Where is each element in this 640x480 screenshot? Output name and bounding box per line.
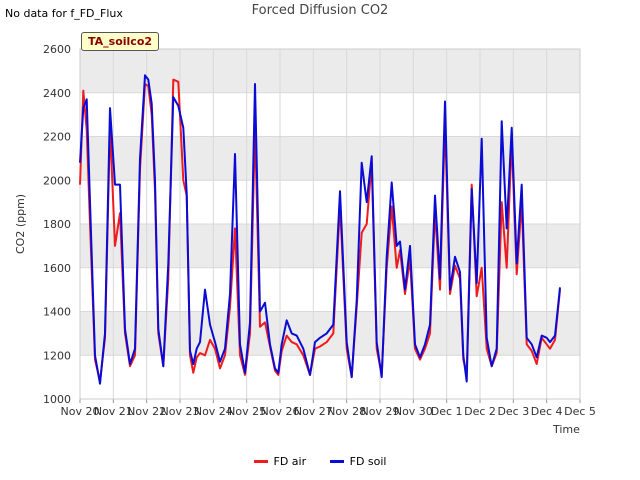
y-tick-label: 1800: [43, 218, 71, 231]
y-tick-label: 1000: [43, 393, 71, 406]
x-tick-label: Dec 1: [431, 405, 463, 418]
y-tick-label: 2400: [43, 87, 71, 100]
x-tick-label: Nov 28: [327, 405, 366, 418]
x-tick-label: Dec 5: [564, 405, 596, 418]
x-tick-label: Nov 30: [394, 405, 433, 418]
x-tick-label: Dec 2: [464, 405, 496, 418]
site-badge: TA_soilco2: [81, 32, 160, 51]
legend-swatch-fd-soil: [329, 460, 344, 463]
x-axis-label: Time: [553, 423, 580, 436]
band: [80, 311, 580, 356]
x-tick-label: Nov 22: [127, 405, 166, 418]
legend-item-fd-air: FD air: [253, 455, 307, 468]
band: [80, 49, 580, 93]
x-tick-label: Nov 23: [161, 405, 200, 418]
y-axis-label: CO2 (ppm): [14, 193, 27, 254]
legend-label-fd-soil: FD soil: [349, 455, 387, 468]
x-tick-label: Nov 21: [94, 405, 133, 418]
series-line-fd-soil: [79, 74, 561, 385]
y-tick-label: 2200: [43, 131, 71, 144]
legend: FD air FD soil: [0, 453, 640, 468]
band: [80, 224, 580, 268]
y-tick-labels: 1000 1200 1400 1600 1800 2000 2200 2400 2600: [43, 43, 71, 406]
x-tick-label: Nov 26: [261, 405, 300, 418]
legend-label-fd-air: FD air: [273, 455, 307, 468]
chart-title: Forced Diffusion CO2: [251, 3, 389, 18]
y-tick-label: 1400: [43, 306, 71, 319]
y-tick-label: 1600: [43, 262, 71, 275]
x-tick-label: Nov 29: [361, 405, 400, 418]
no-data-message: No data for f_FD_Flux: [5, 7, 123, 20]
x-tick-label: Nov 27: [294, 405, 333, 418]
y-tick-label: 2600: [43, 43, 71, 56]
x-tick-label: Nov 24: [194, 405, 233, 418]
x-tick-label: Dec 3: [497, 405, 529, 418]
legend-swatch-fd-air: [253, 460, 268, 463]
legend-item-fd-soil: FD soil: [329, 455, 387, 468]
y-tick-label: 2000: [43, 174, 71, 187]
band: [80, 136, 580, 181]
plot-area-frame: [79, 48, 581, 400]
series-layer: [79, 74, 561, 385]
y-tick-label: 1200: [43, 349, 71, 362]
x-tick-label: Dec 4: [531, 405, 563, 418]
x-tick-label: Nov 20: [61, 405, 100, 418]
x-tick-label: Nov 25: [227, 405, 266, 418]
